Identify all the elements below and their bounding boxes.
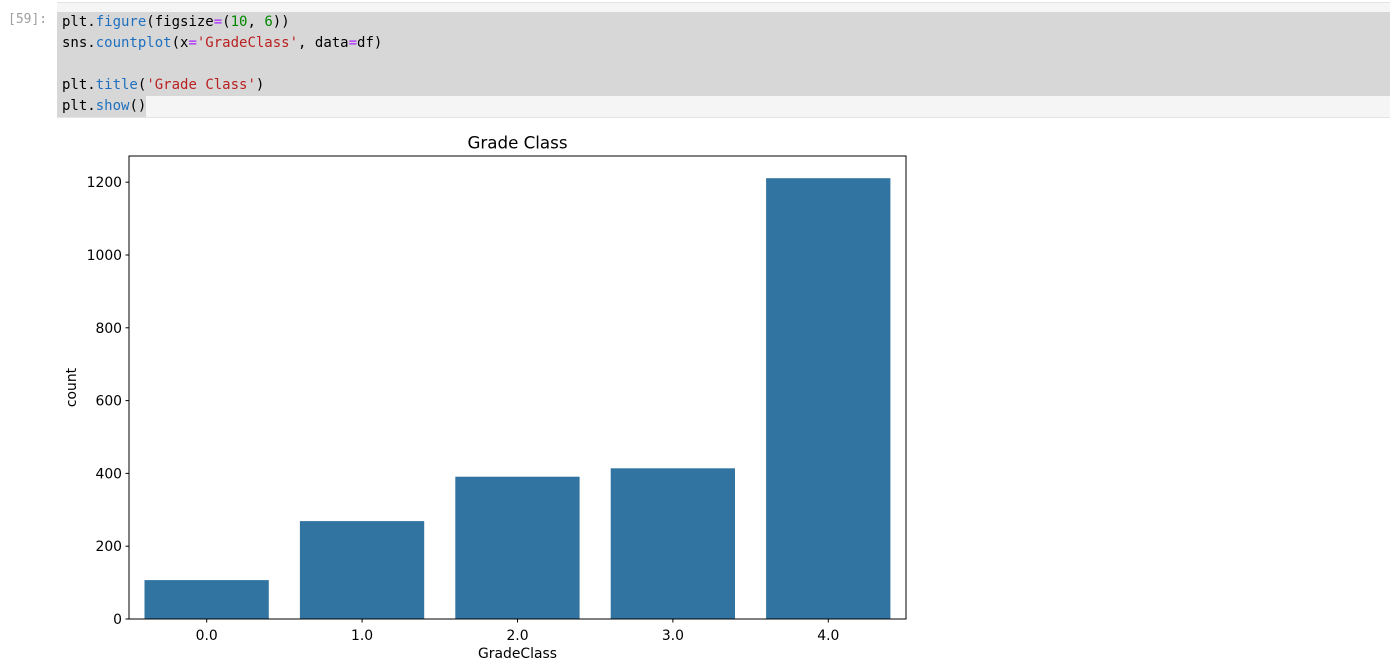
code-token: 6 xyxy=(264,14,273,30)
code-token: ( xyxy=(222,14,231,30)
selected-text: plt.show() xyxy=(57,96,147,117)
x-tick-label: 0.0 xyxy=(196,628,218,644)
code-token: title xyxy=(95,77,138,93)
code-line[interactable]: sns.countplot(x='GradeClass', data=df) xyxy=(57,33,1390,54)
x-tick-label: 1.0 xyxy=(351,628,373,644)
x-tick-label: 4.0 xyxy=(817,628,839,644)
code-token: (x xyxy=(171,35,189,51)
code-token: sns. xyxy=(62,35,96,51)
code-token: plt. xyxy=(62,77,96,93)
x-tick-label: 3.0 xyxy=(662,628,684,644)
code-token: show xyxy=(95,98,130,114)
y-tick-label: 600 xyxy=(95,394,122,410)
code-line[interactable] xyxy=(57,54,1390,75)
code-token: = xyxy=(188,35,197,51)
chart-title: Grade Class xyxy=(467,133,567,153)
code-line[interactable]: plt.show() xyxy=(57,96,1390,117)
code-token: 'Grade Class' xyxy=(146,77,256,93)
bar xyxy=(144,580,269,619)
code-token: , xyxy=(247,14,265,30)
code-editor[interactable]: plt.figure(figsize=(10, 6)) sns.countplot… xyxy=(57,2,1390,118)
code-token: )) xyxy=(272,14,290,30)
code-line[interactable]: plt.figure(figsize=(10, 6)) xyxy=(57,12,1390,33)
y-tick-label: 200 xyxy=(95,539,122,555)
code-token: ( xyxy=(137,77,147,93)
bar xyxy=(610,468,735,619)
bar xyxy=(766,178,891,619)
code-token: figure xyxy=(95,14,147,30)
code-token: plt. xyxy=(62,98,96,114)
y-tick-label: 0 xyxy=(113,612,122,628)
code-token: (figsize xyxy=(146,14,214,30)
code-token: = xyxy=(348,35,358,51)
code-token: countplot xyxy=(95,35,172,51)
x-axis-label: GradeClass xyxy=(478,646,557,662)
code-line[interactable]: plt.title('Grade Class') xyxy=(57,75,1390,96)
code-token: df) xyxy=(357,35,383,51)
code-token: 'GradeClass' xyxy=(196,35,299,51)
code-token: () xyxy=(129,98,147,114)
code-token: ) xyxy=(255,77,265,93)
bar xyxy=(455,476,580,619)
y-axis-label: count xyxy=(64,367,80,407)
code-token: = xyxy=(213,14,223,30)
code-token: plt. xyxy=(62,14,96,30)
bar xyxy=(299,521,425,619)
x-tick-label: 2.0 xyxy=(506,628,528,644)
execution-count: [59]: xyxy=(8,12,48,27)
code-token: 10 xyxy=(230,14,248,30)
code-token: , data xyxy=(298,35,349,51)
y-tick-label: 400 xyxy=(95,466,122,482)
y-tick-label: 800 xyxy=(95,321,122,337)
y-tick-label: 1000 xyxy=(87,248,122,264)
y-tick-label: 1200 xyxy=(87,175,122,191)
